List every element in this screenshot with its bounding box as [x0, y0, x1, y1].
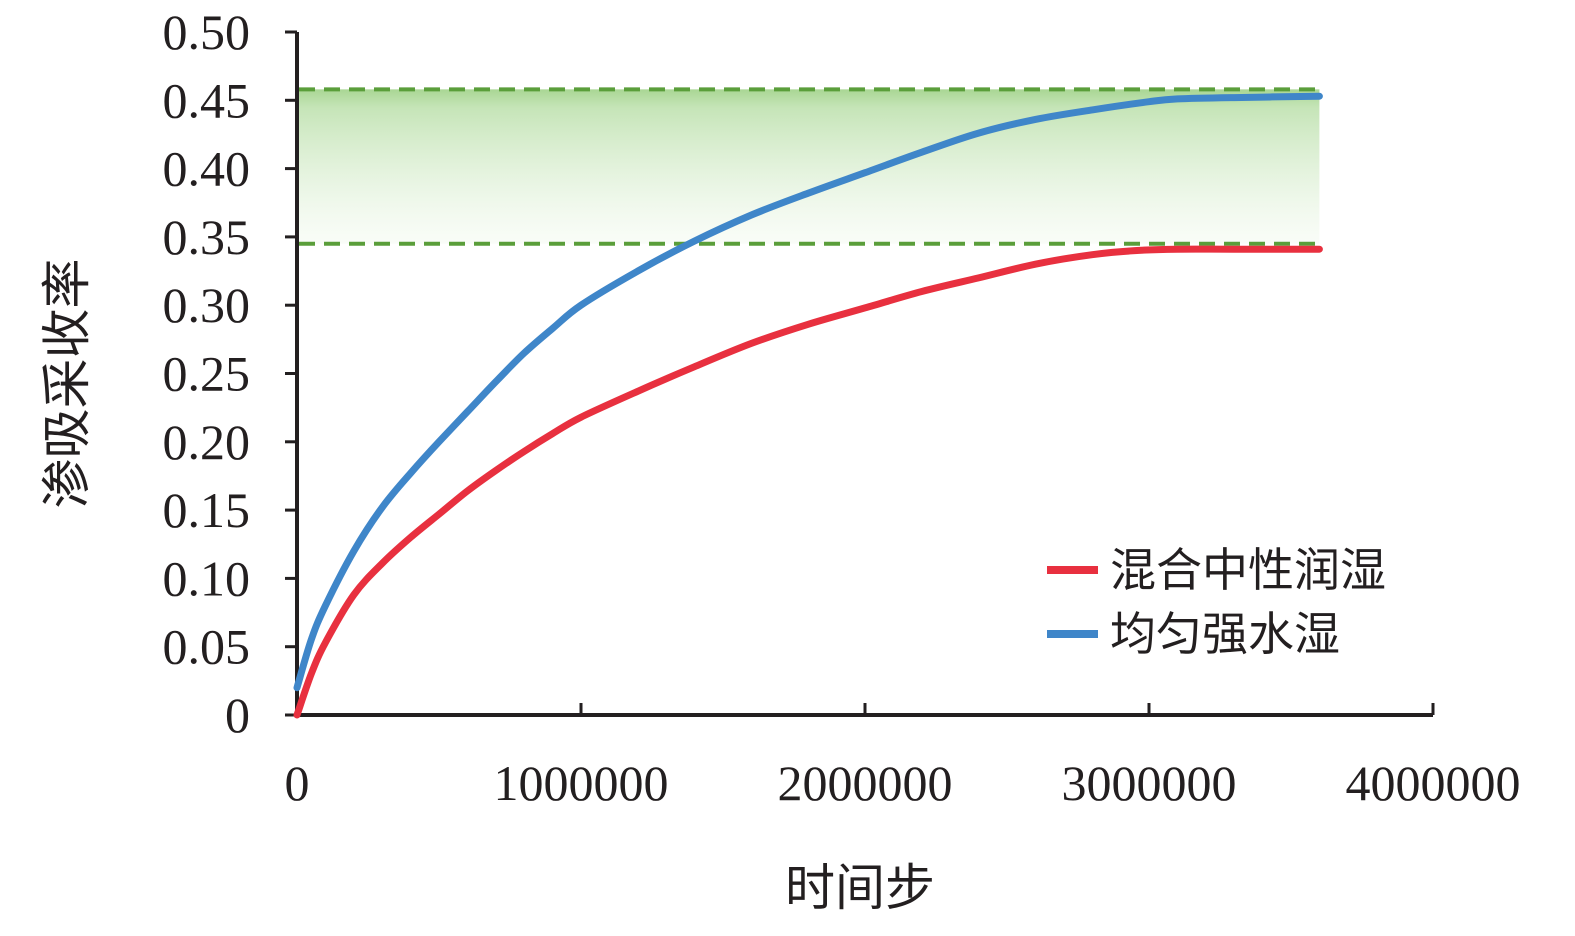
y-tick-label: 0	[225, 687, 250, 743]
series-layer	[293, 92, 1323, 719]
y-tick-label: 0.35	[163, 209, 251, 265]
series-line-0	[293, 245, 1323, 719]
series-line-1	[293, 92, 1323, 692]
axes: 0 0.05 0.10 0.15 0.20 0.25 0.30 0.35 0.40 0.45 0.5…	[163, 4, 1521, 811]
x-tick-label: 1000000	[494, 755, 669, 811]
x-tick-label: 4000000	[1346, 755, 1521, 811]
y-tick-label: 0.05	[163, 619, 251, 675]
x-tick-label: 3000000	[1062, 755, 1237, 811]
y-tick-label: 0.10	[163, 550, 251, 606]
y-tick-label: 0.15	[163, 482, 251, 538]
y-axis-title: 渗吸采收率	[39, 259, 95, 509]
y-tick-label: 0.20	[163, 414, 251, 470]
legend-label-0: 混合中性润湿	[1110, 545, 1386, 596]
x-tick-label: 0	[285, 755, 310, 811]
band-fill	[299, 89, 1320, 244]
y-tick-label: 0.30	[163, 277, 251, 333]
legend-label-1: 均匀强水湿	[1110, 609, 1340, 660]
x-tick-label: 2000000	[778, 755, 953, 811]
y-tick-label: 0.45	[163, 72, 251, 128]
y-tick-label: 0.40	[163, 141, 251, 197]
y-tick-label: 0.25	[163, 346, 251, 402]
y-tick-label: 0.50	[163, 4, 251, 60]
x-axis-title: 时间步	[785, 860, 935, 916]
green-band-layer	[299, 87, 1320, 246]
